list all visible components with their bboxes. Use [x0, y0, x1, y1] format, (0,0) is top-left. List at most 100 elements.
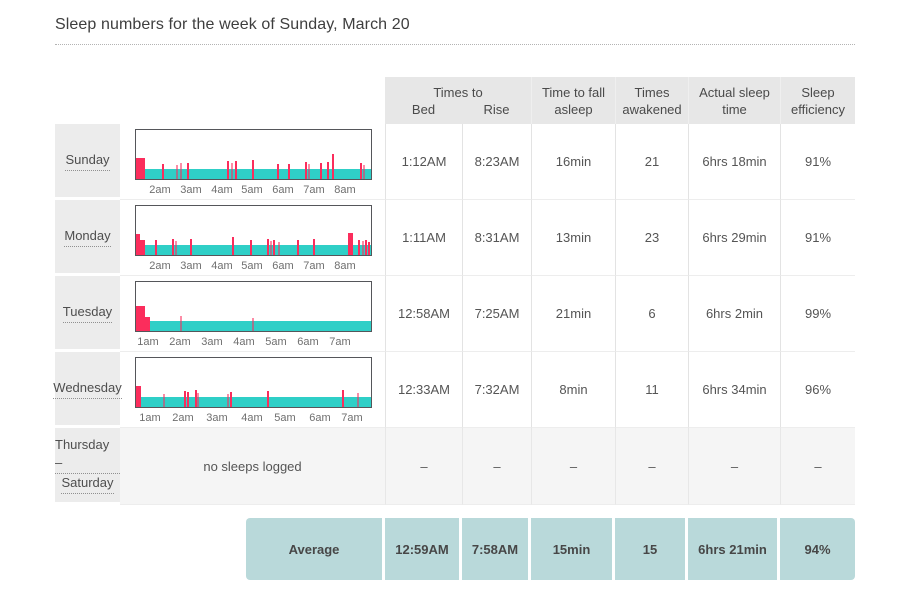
cell-actual-sleep-time: 6hrs 2min [688, 276, 780, 352]
average-spacer [55, 518, 246, 580]
header-sleep-efficiency: Sleep efficiency [780, 77, 855, 124]
awake-spike [360, 163, 362, 179]
awake-spike [267, 391, 269, 407]
awake-spike [195, 390, 197, 407]
page-title: Sleep numbers for the week of Sunday, Ma… [55, 16, 855, 34]
hour-tick-label: 6am [272, 184, 293, 196]
header-line: Sleep [801, 84, 834, 101]
day-label-text: Wednesday [53, 379, 121, 399]
header-rise: Rise [462, 101, 531, 118]
bedtime-block [145, 317, 150, 331]
cell-times-awakened: 21 [615, 124, 688, 200]
header-line: Time to fall [542, 84, 605, 101]
awake-spike [270, 241, 272, 255]
sleep-graph: 1am2am3am4am5am6am7am [120, 276, 385, 352]
hour-tick-label: 4am [211, 260, 232, 272]
awake-spike [235, 161, 237, 179]
sleep-graph: 1am2am3am4am5am6am7am [120, 352, 385, 428]
sleep-graph: 2am3am4am5am6am7am8am [120, 124, 385, 200]
awake-spike [176, 165, 178, 179]
day-label[interactable]: Tuesday [55, 276, 120, 352]
header-actual-sleep-time: Actual sleep time [688, 77, 780, 124]
awake-spike [332, 154, 334, 179]
average-times-to-bed: 12:59AM [385, 518, 462, 580]
day-label-text: Tuesday [63, 303, 112, 323]
cell-sleep-efficiency: 91% [780, 200, 855, 276]
cell-times-to-bed: 12:33AM [385, 352, 462, 428]
asleep-band [136, 397, 371, 407]
header-bed: Bed [385, 101, 462, 118]
day-label[interactable]: Sunday [55, 124, 120, 200]
hour-tick-label: 8am [334, 184, 355, 196]
day-label-text: Monday [64, 227, 110, 247]
hour-tick-label: 5am [274, 412, 295, 424]
no-sleeps-note: no sleeps logged [120, 428, 385, 505]
cell-times-to-bed: 1:11AM [385, 200, 462, 276]
header-line: efficiency [791, 101, 845, 118]
awake-spike [250, 240, 252, 255]
awake-spike [252, 318, 254, 331]
cell-times-awakened: 23 [615, 200, 688, 276]
cell-times-to-rise: 7:25AM [462, 276, 531, 352]
cell-times-to-rise: 8:31AM [462, 200, 531, 276]
hour-tick-label: 5am [241, 184, 262, 196]
sleep-graph-svg: 2am3am4am5am6am7am8am [120, 200, 385, 272]
awake-spike [365, 240, 367, 255]
cell-sleep-efficiency: 96% [780, 352, 855, 428]
awake-spike [320, 163, 322, 179]
hour-tick-label: 7am [303, 184, 324, 196]
hour-tick-label: 2am [172, 412, 193, 424]
awake-spike [277, 164, 279, 179]
hour-tick-label: 8am [334, 260, 355, 272]
day-label[interactable]: Wednesday [55, 352, 120, 428]
hour-tick-label: 6am [309, 412, 330, 424]
average-label: Average [246, 518, 385, 580]
table-row-wednesday: Wednesday1am2am3am4am5am6am7am12:33AM7:3… [55, 352, 855, 428]
header-times-to: Times to Bed Rise [385, 77, 531, 124]
awake-spike [187, 392, 189, 407]
cell-times-awakened: 11 [615, 352, 688, 428]
table-header-row: Times to Bed Rise Time to fall asleep Ti… [55, 77, 855, 124]
awake-spike [357, 393, 359, 407]
awake-spike [162, 164, 164, 179]
awake-spike [278, 242, 280, 255]
header-line: awakened [622, 101, 681, 118]
hour-tick-label: 7am [341, 412, 362, 424]
asleep-band [136, 245, 371, 255]
hour-tick-label: 2am [169, 336, 190, 348]
cell-times-to-rise: 8:23AM [462, 124, 531, 200]
cell-actual-sleep-time: 6hrs 29min [688, 200, 780, 276]
cell-times-to-bed: – [385, 428, 462, 505]
awake-spike [155, 240, 157, 255]
average-actual-sleep-time: 6hrs 21min [688, 518, 780, 580]
awake-spike [297, 240, 299, 255]
awake-spike [175, 241, 177, 255]
day-label[interactable]: Thursday – Saturday [55, 428, 120, 505]
cell-times-awakened: – [615, 428, 688, 505]
table-row-thursday-saturday: Thursday – Saturday no sleeps logged – –… [55, 428, 855, 505]
hour-tick-label: 3am [180, 184, 201, 196]
table-row-monday: Monday2am3am4am5am6am7am8am1:11AM8:31AM1… [55, 200, 855, 276]
header-line: time [722, 101, 747, 118]
awake-spike [180, 316, 182, 331]
average-sleep-efficiency: 94% [780, 518, 855, 580]
day-label-text: Sunday [65, 151, 109, 171]
header-line: Times [635, 84, 670, 101]
cell-times-awakened: 6 [615, 276, 688, 352]
awake-spike [172, 239, 174, 255]
header-time-to-fall-asleep: Time to fall asleep [531, 77, 615, 124]
header-line: Actual sleep [699, 84, 770, 101]
hour-tick-label: 3am [180, 260, 201, 272]
hour-tick-label: 3am [201, 336, 222, 348]
day-label-text: Saturday [61, 474, 113, 494]
day-rows: Sunday2am3am4am5am6am7am8am1:12AM8:23AM1… [55, 124, 855, 428]
day-label[interactable]: Monday [55, 200, 120, 276]
cell-actual-sleep-time: 6hrs 18min [688, 124, 780, 200]
header-times-to-label: Times to [433, 84, 482, 101]
cell-times-to-rise: – [462, 428, 531, 505]
sleep-graph: 2am3am4am5am6am7am8am [120, 200, 385, 276]
hour-tick-label: 6am [297, 336, 318, 348]
cell-times-to-rise: 7:32AM [462, 352, 531, 428]
hour-tick-label: 7am [329, 336, 350, 348]
cell-sleep-efficiency: 99% [780, 276, 855, 352]
